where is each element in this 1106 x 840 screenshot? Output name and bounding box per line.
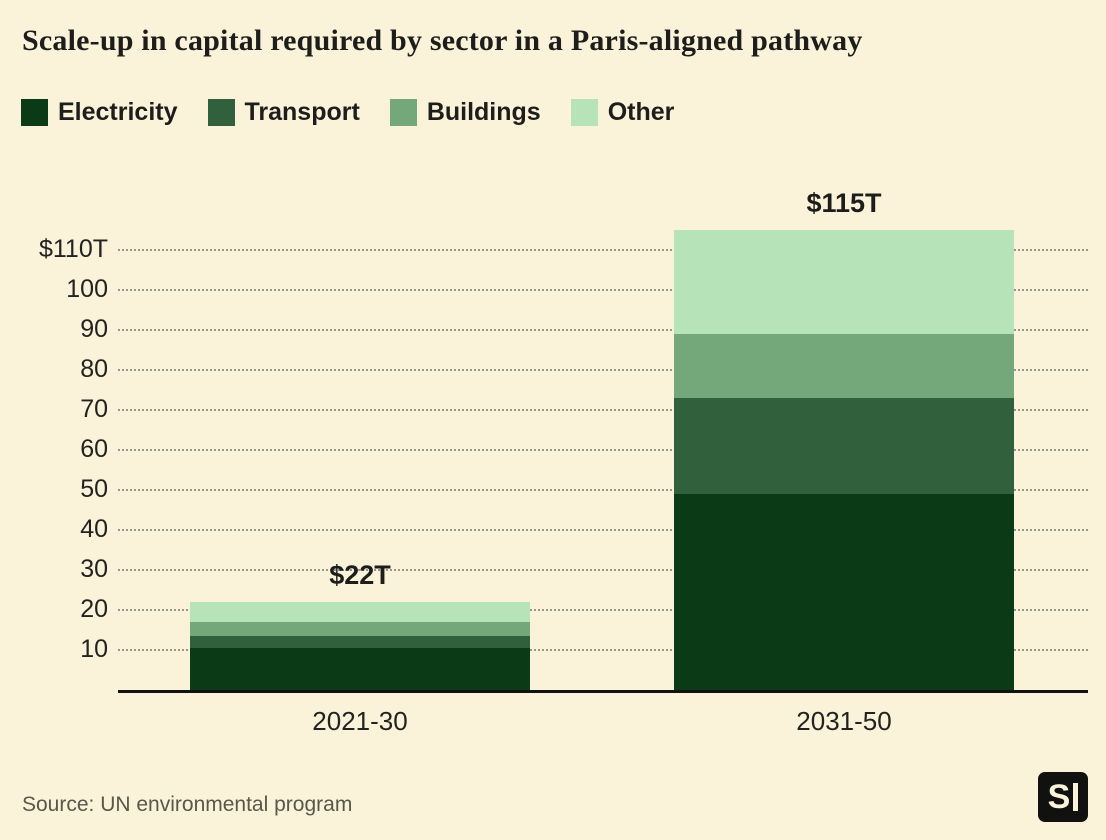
chart-title: Scale-up in capital required by sector i… <box>22 24 863 57</box>
bar-segment-buildings-2021-30 <box>190 622 530 636</box>
y-tick-label: 70 <box>80 395 108 423</box>
legend-item-electricity: Electricity <box>21 98 178 127</box>
bar-segment-other-2021-30 <box>190 602 530 622</box>
y-tick-label: 50 <box>80 475 108 503</box>
gridline-20 <box>118 609 1088 611</box>
legend-swatch-buildings <box>389 99 417 126</box>
x-axis-label-2021-30: 2021-30 <box>312 706 408 736</box>
y-tick-label: 90 <box>80 315 108 343</box>
bar-total-label-2031-50: $115T <box>806 188 882 218</box>
gridline-100 <box>118 289 1088 291</box>
source-text: Source: UN environmental program <box>22 793 353 816</box>
y-tick-label: 60 <box>80 435 108 463</box>
bar-segment-electricity-2031-50 <box>674 494 1014 690</box>
legend-label: Buildings <box>426 98 541 126</box>
legend-item-buildings: Buildings <box>389 98 541 127</box>
legend-item-transport: Transport <box>207 98 360 127</box>
x-axis-label-2031-50: 2031-50 <box>796 706 892 736</box>
legend-swatch-other <box>570 99 598 126</box>
logo-letter: S <box>1047 778 1071 816</box>
bar-total-label-2021-30: $22T <box>329 560 391 590</box>
x-axis-line <box>118 690 1088 693</box>
y-tick-label: 40 <box>80 515 108 543</box>
gridline-30 <box>118 569 1088 571</box>
legend-label: Transport <box>244 98 360 126</box>
bar-segment-other-2031-50 <box>674 230 1014 334</box>
bar-segment-buildings-2031-50 <box>674 334 1014 398</box>
gridline-40 <box>118 529 1088 531</box>
gridline-70 <box>118 409 1088 411</box>
gridline-50 <box>118 489 1088 491</box>
legend-label: Other <box>607 98 675 126</box>
y-tick-label: 100 <box>66 275 108 303</box>
gridline-80 <box>118 369 1088 371</box>
gridline-90 <box>118 329 1088 331</box>
gridline-110 <box>118 249 1088 251</box>
gridline-10 <box>118 649 1088 651</box>
y-tick-label: 30 <box>80 555 108 583</box>
legend: Electricity Transport Buildings Other <box>21 98 674 127</box>
legend-swatch-electricity <box>21 99 48 126</box>
bar-segment-transport-2021-30 <box>190 636 530 648</box>
y-tick-label: 10 <box>80 635 108 663</box>
gridline-60 <box>118 449 1088 451</box>
legend-label: Electricity <box>58 98 178 126</box>
semafor-logo: S <box>1038 772 1088 822</box>
y-tick-label: 80 <box>80 355 108 383</box>
y-tick-label: 20 <box>80 595 108 623</box>
bar-segment-electricity-2021-30 <box>190 648 530 690</box>
bar-segment-transport-2031-50 <box>674 398 1014 494</box>
y-tick-label: $110T <box>38 235 108 263</box>
legend-swatch-transport <box>207 99 235 126</box>
legend-item-other: Other <box>570 98 675 127</box>
